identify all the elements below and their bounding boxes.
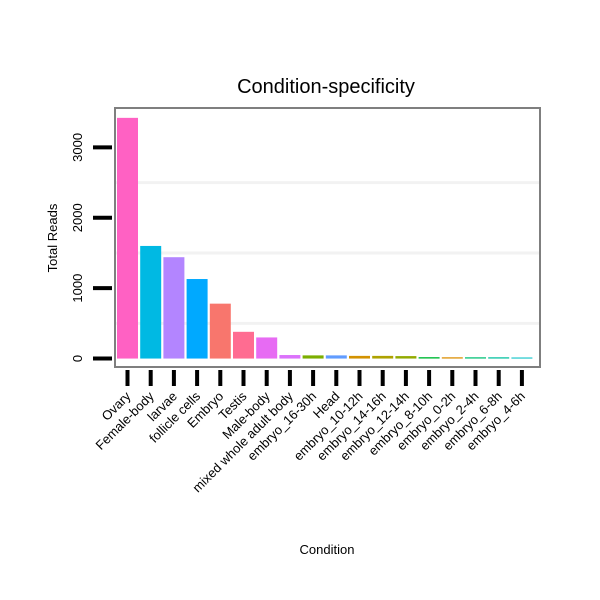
y-tick-label: 2000 <box>70 203 85 232</box>
bar <box>372 355 394 359</box>
bar <box>488 357 510 359</box>
bar <box>233 331 254 359</box>
y-axis: 0 1000 2000 3000 <box>70 133 112 362</box>
bar <box>256 337 278 359</box>
bars <box>117 117 533 359</box>
plot-area <box>114 107 541 368</box>
bar <box>186 279 208 359</box>
bar <box>279 355 301 359</box>
bar <box>418 357 440 359</box>
x-axis-label: Condition <box>300 542 355 557</box>
y-tick-label: 3000 <box>70 133 85 162</box>
y-tick-label: 1000 <box>70 274 85 303</box>
bar <box>349 355 370 359</box>
bar <box>209 303 231 359</box>
y-axis-label: Total Reads <box>45 203 60 272</box>
bar <box>302 355 324 359</box>
bar <box>325 355 347 359</box>
bar <box>163 257 185 359</box>
bar <box>465 357 486 359</box>
chart-title: Condition-specificity <box>237 76 415 98</box>
bar <box>395 356 417 359</box>
bar <box>140 245 162 359</box>
y-tick-label: 0 <box>70 355 85 362</box>
grid-lines <box>116 181 539 325</box>
bar <box>117 117 138 359</box>
bar <box>511 357 533 359</box>
bar <box>441 357 463 359</box>
